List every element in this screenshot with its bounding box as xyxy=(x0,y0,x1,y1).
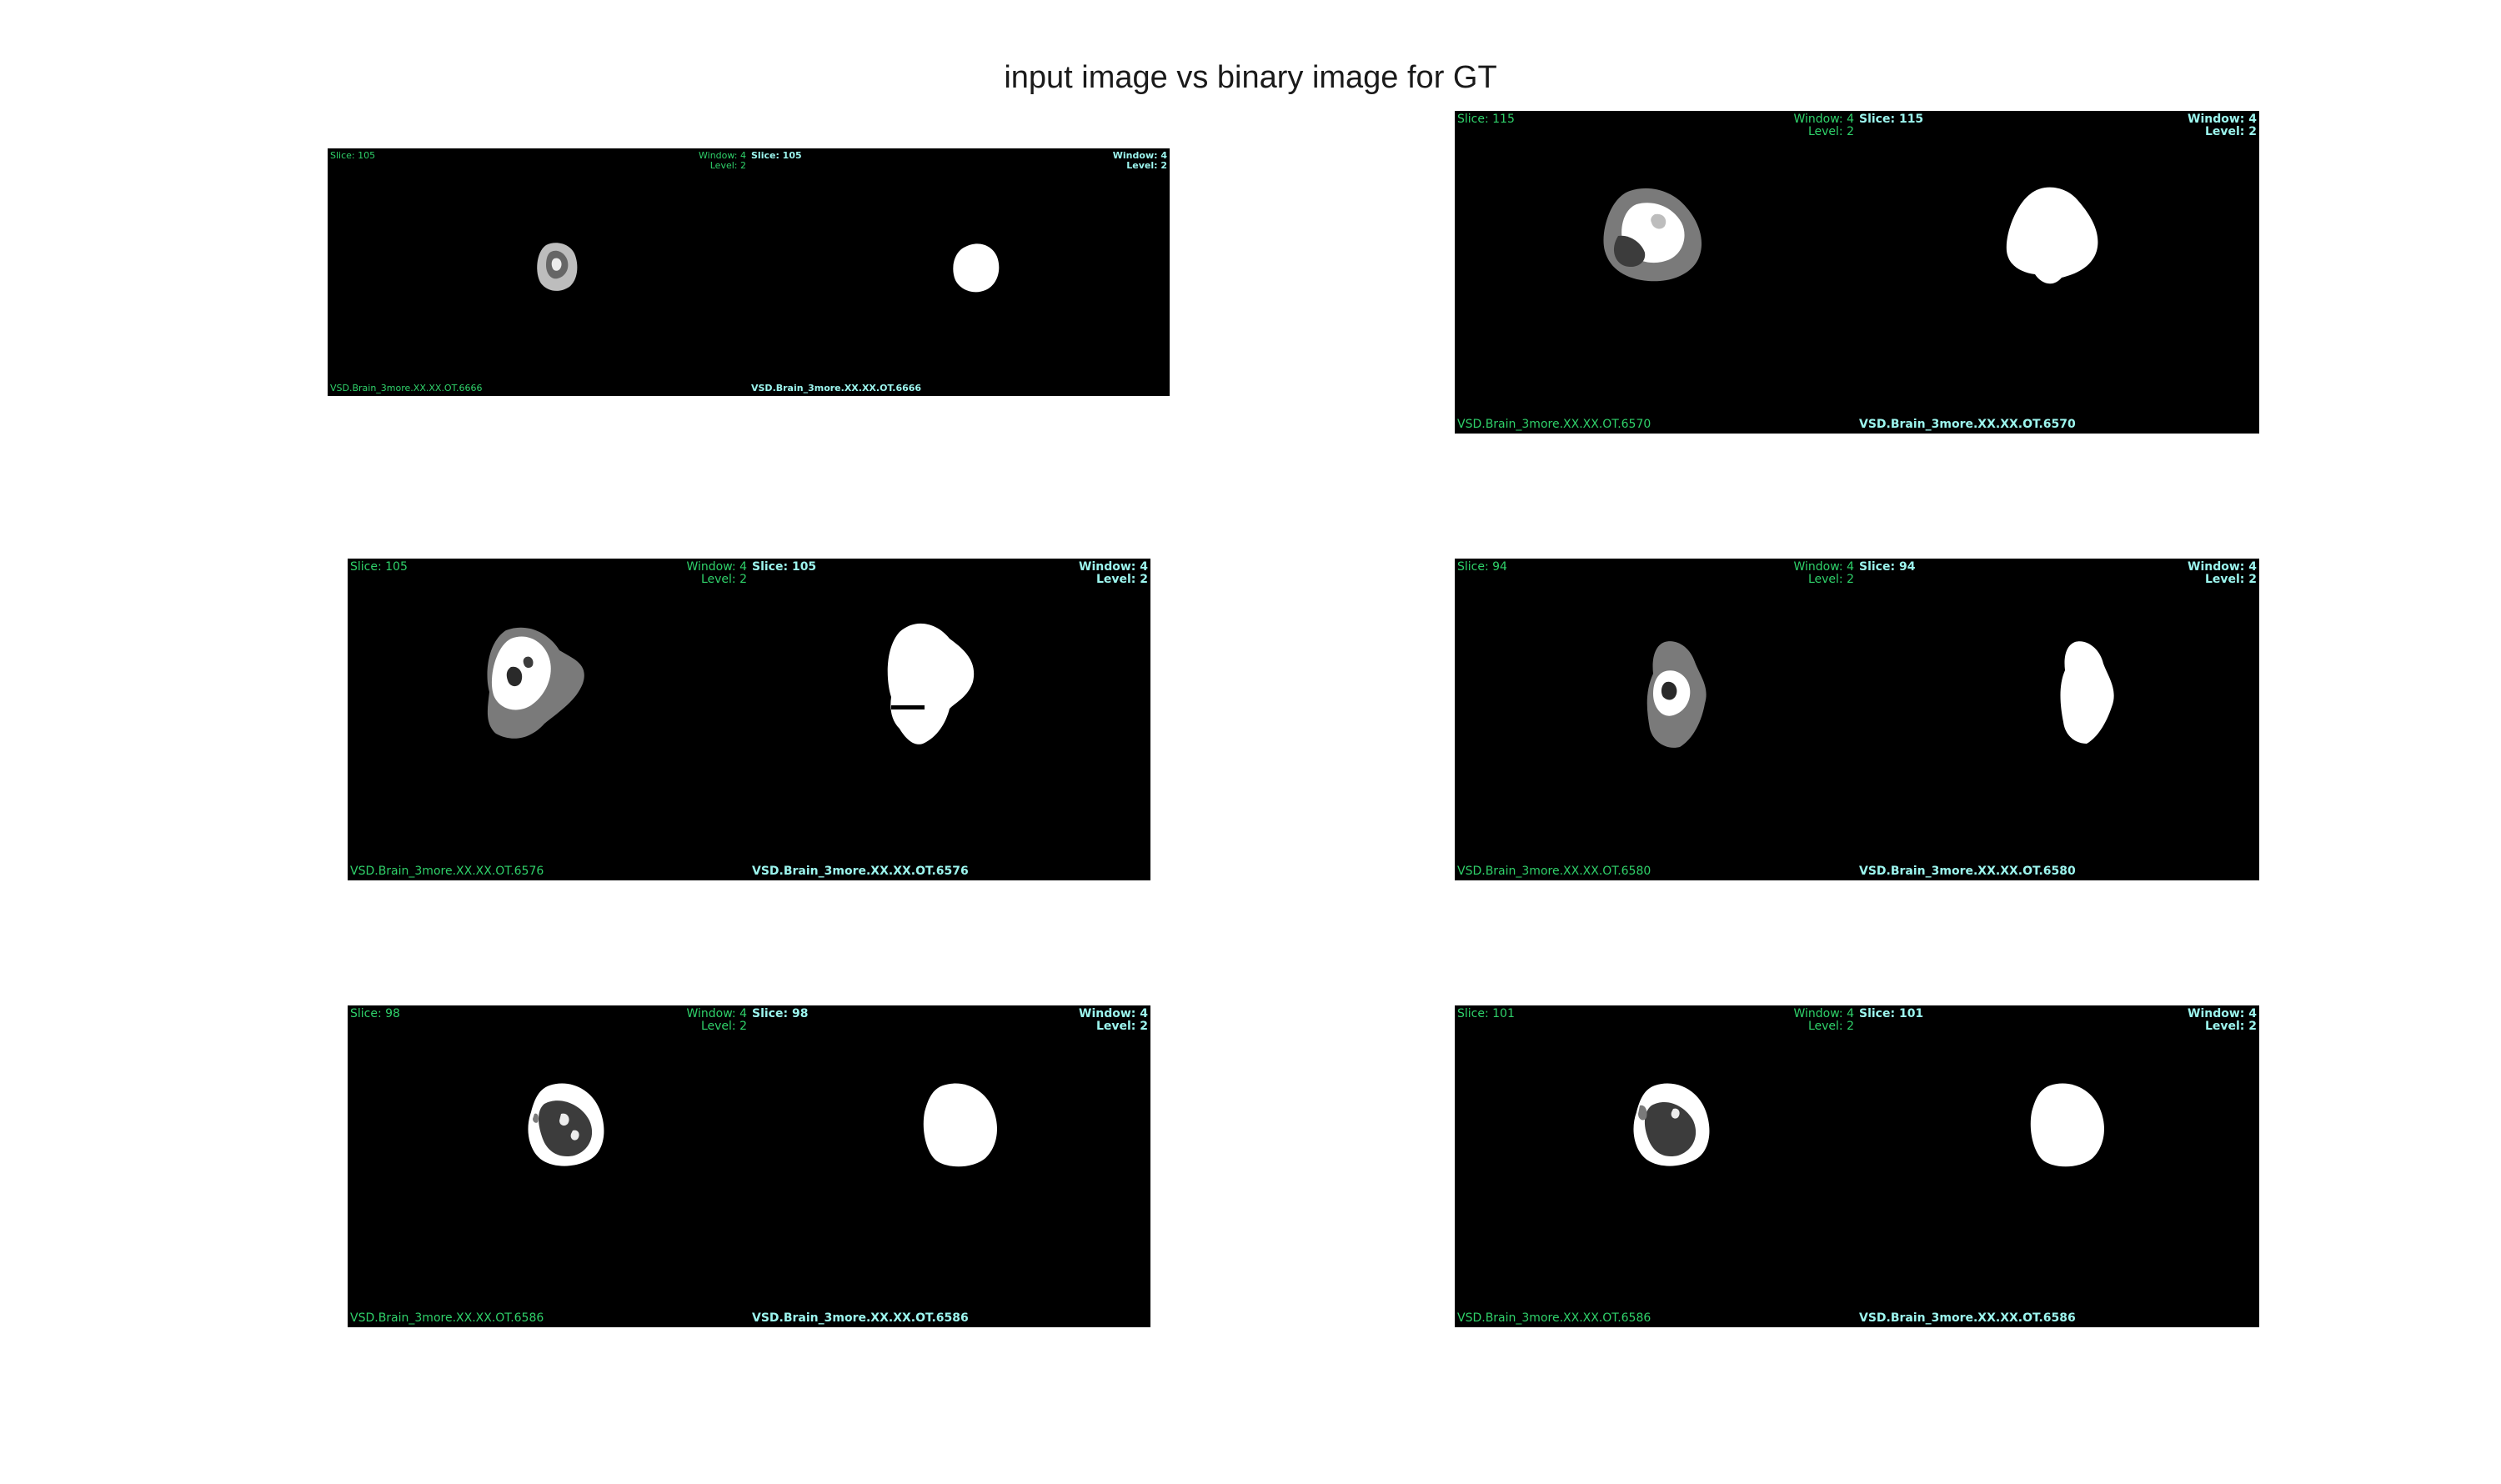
window-label: Window: 4 xyxy=(1793,113,1854,126)
window-level-label: Window: 4 Level: 2 xyxy=(2188,113,2257,138)
binary-gt-image: Slice: 115 Window: 4 Level: 2 VSD.Brain_… xyxy=(1857,111,2259,434)
window-label: Window: 4 xyxy=(1112,150,1167,161)
window-level-label: Window: 4 Level: 2 xyxy=(1793,1008,1854,1032)
window-label: Window: 4 xyxy=(699,150,746,161)
window-level-label: Window: 4 Level: 2 xyxy=(2188,1008,2257,1032)
slice-label: Slice: 115 xyxy=(1457,113,1515,126)
input-image: Slice: 98 Window: 4 Level: 2 VSD.Brain_3… xyxy=(348,1005,749,1327)
window-level-label: Window: 4 Level: 2 xyxy=(1113,151,1167,170)
file-label: VSD.Brain_3more.XX.XX.OT.6586 xyxy=(350,1311,544,1326)
tumor-mask-gt xyxy=(887,623,975,745)
tumor-segmentation-input xyxy=(1633,1083,1710,1166)
level-label: Level: 2 xyxy=(1807,124,1854,138)
window-level-label: Window: 4 Level: 2 xyxy=(2188,561,2257,585)
tumor-mask-gt xyxy=(953,243,1000,293)
input-image: Slice: 101 Window: 4 Level: 2 VSD.Brain_… xyxy=(1455,1005,1857,1327)
window-label: Window: 4 xyxy=(686,560,747,574)
level-label: Level: 2 xyxy=(1807,572,1854,586)
window-label: Window: 4 xyxy=(1793,1007,1854,1020)
level-label: Level: 2 xyxy=(2204,124,2257,138)
input-image: Slice: 94 Window: 4 Level: 2 VSD.Brain_3… xyxy=(1455,559,1857,880)
image-panel-2: Slice: 115 Window: 4 Level: 2 VSD.Brain_… xyxy=(1455,111,2259,434)
level-label: Level: 2 xyxy=(2204,1019,2257,1033)
tumor-segmentation-input xyxy=(1646,641,1707,748)
window-label: Window: 4 xyxy=(2188,560,2257,574)
slice-label: Slice: 105 xyxy=(752,560,817,574)
slice-label: Slice: 115 xyxy=(1859,113,1924,126)
tumor-segmentation-input xyxy=(487,627,584,739)
window-level-label: Window: 4 Level: 2 xyxy=(1079,561,1148,585)
tumor-segmentation-input xyxy=(537,243,578,291)
tumor-mask-gt xyxy=(2030,1083,2104,1167)
binary-gt-image: Slice: 98 Window: 4 Level: 2 VSD.Brain_3… xyxy=(749,1005,1150,1327)
window-level-label: Window: 4 Level: 2 xyxy=(686,1008,747,1032)
slice-label: Slice: 94 xyxy=(1457,560,1507,574)
image-panel-5: Slice: 98 Window: 4 Level: 2 VSD.Brain_3… xyxy=(348,1005,1150,1327)
file-label: VSD.Brain_3more.XX.XX.OT.6570 xyxy=(1457,418,1651,432)
level-label: Level: 2 xyxy=(1095,1019,1148,1033)
file-label: VSD.Brain_3more.XX.XX.OT.6580 xyxy=(1859,865,2076,879)
slice-label: Slice: 105 xyxy=(330,150,376,161)
image-panel-1: Slice: 105 Window: 4 Level: 2 VSD.Brain_… xyxy=(328,148,1170,396)
file-label: VSD.Brain_3more.XX.XX.OT.6580 xyxy=(1457,865,1651,879)
binary-gt-image: Slice: 105 Window: 4 Level: 2 VSD.Brain_… xyxy=(749,559,1150,880)
file-label: VSD.Brain_3more.XX.XX.OT.6666 xyxy=(751,383,922,394)
level-label: Level: 2 xyxy=(1095,572,1148,586)
image-panel-3: Slice: 105 Window: 4 Level: 2 VSD.Brain_… xyxy=(348,559,1150,880)
level-label: Level: 2 xyxy=(2204,572,2257,586)
slice-label: Slice: 98 xyxy=(752,1007,809,1020)
figure-title: input image vs binary image for GT xyxy=(1004,60,1497,95)
level-label: Level: 2 xyxy=(709,159,746,171)
tumor-segmentation-input xyxy=(1603,188,1702,282)
level-label: Level: 2 xyxy=(700,572,747,586)
level-label: Level: 2 xyxy=(1126,159,1167,171)
file-label: VSD.Brain_3more.XX.XX.OT.6576 xyxy=(350,865,544,879)
file-label: VSD.Brain_3more.XX.XX.OT.6576 xyxy=(752,865,969,879)
level-label: Level: 2 xyxy=(1807,1019,1854,1033)
window-label: Window: 4 xyxy=(2188,1007,2257,1020)
file-label: VSD.Brain_3more.XX.XX.OT.6570 xyxy=(1859,418,2076,432)
slice-label: Slice: 101 xyxy=(1859,1007,1924,1020)
input-image: Slice: 115 Window: 4 Level: 2 VSD.Brain_… xyxy=(1455,111,1857,434)
binary-gt-image: Slice: 105 Window: 4 Level: 2 VSD.Brain_… xyxy=(749,148,1170,396)
window-label: Window: 4 xyxy=(2188,113,2257,126)
window-level-label: Window: 4 Level: 2 xyxy=(1793,113,1854,138)
file-label: VSD.Brain_3more.XX.XX.OT.6586 xyxy=(1457,1311,1651,1326)
window-level-label: Window: 4 Level: 2 xyxy=(699,151,746,170)
window-level-label: Window: 4 Level: 2 xyxy=(686,561,747,585)
file-label: VSD.Brain_3more.XX.XX.OT.6586 xyxy=(752,1311,969,1326)
slice-label: Slice: 101 xyxy=(1457,1007,1515,1020)
window-label: Window: 4 xyxy=(1793,560,1854,574)
binary-gt-image: Slice: 94 Window: 4 Level: 2 VSD.Brain_3… xyxy=(1857,559,2259,880)
tumor-mask-gt xyxy=(2006,187,2098,284)
window-label: Window: 4 xyxy=(1079,560,1148,574)
slice-label: Slice: 105 xyxy=(350,560,408,574)
tumor-segmentation-input xyxy=(528,1083,604,1166)
tumor-mask-gt xyxy=(923,1083,997,1167)
input-image: Slice: 105 Window: 4 Level: 2 VSD.Brain_… xyxy=(348,559,749,880)
binary-gt-image: Slice: 101 Window: 4 Level: 2 VSD.Brain_… xyxy=(1857,1005,2259,1327)
level-label: Level: 2 xyxy=(700,1019,747,1033)
tumor-mask-gt xyxy=(2060,641,2114,744)
window-level-label: Window: 4 Level: 2 xyxy=(1079,1008,1148,1032)
image-panel-6: Slice: 101 Window: 4 Level: 2 VSD.Brain_… xyxy=(1455,1005,2259,1327)
input-image: Slice: 105 Window: 4 Level: 2 VSD.Brain_… xyxy=(328,148,749,396)
window-label: Window: 4 xyxy=(1079,1007,1148,1020)
slice-label: Slice: 94 xyxy=(1859,560,1916,574)
slice-label: Slice: 105 xyxy=(751,150,802,161)
window-level-label: Window: 4 Level: 2 xyxy=(1793,561,1854,585)
file-label: VSD.Brain_3more.XX.XX.OT.6666 xyxy=(330,383,483,394)
image-panel-4: Slice: 94 Window: 4 Level: 2 VSD.Brain_3… xyxy=(1455,559,2259,880)
slice-label: Slice: 98 xyxy=(350,1007,400,1020)
window-label: Window: 4 xyxy=(686,1007,747,1020)
file-label: VSD.Brain_3more.XX.XX.OT.6586 xyxy=(1859,1311,2076,1326)
